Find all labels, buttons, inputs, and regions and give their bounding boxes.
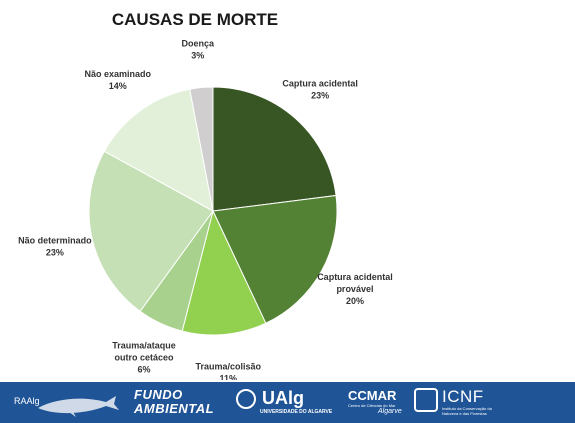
ccmar-logo-text: CCMAR	[348, 388, 397, 403]
slice-label-nao-determinado: Não determinado 23%	[18, 235, 92, 257]
ualg-logo-subtitle: UNIVERSIDADE DO ALGARVE	[260, 409, 333, 415]
slice-trauma-colisao	[181, 209, 267, 336]
whale-icon	[38, 396, 119, 417]
slice-nao-determinado	[88, 150, 214, 313]
raalg-logo-text: RAAlg	[14, 396, 40, 406]
ccmar-logo: CCMAR Centro de Ciências do Mar Algarve	[344, 382, 406, 423]
ualg-logo: UAlg UNIVERSIDADE DO ALGARVE	[234, 382, 334, 423]
ualg-emblem-icon	[236, 389, 256, 409]
fundo-logo-line1: FUNDO	[134, 387, 183, 402]
slice-label-trauma-colisao: Trauma/colisão 11%	[195, 361, 261, 380]
ualg-logo-text: UAlg	[262, 388, 304, 408]
ccmar-logo-region: Algarve	[378, 408, 402, 415]
slice-label-trauma-ataque-outro-cetaceo: Trauma/ataque outro cetáceo 6%	[112, 341, 176, 375]
fundo-ambiental-logo: FUNDO AMBIENTAL	[130, 382, 220, 423]
raalg-logo: RAAlg	[10, 382, 120, 423]
slice-nao-examinado	[103, 88, 214, 212]
slice-doenca	[189, 86, 214, 212]
slice-captura-acidental-provavel	[212, 194, 338, 324]
icnf-logo-text: ICNF	[442, 387, 484, 406]
ccmar-logo-subtitle: Centro de Ciências do Mar	[348, 403, 396, 408]
pie-slices	[88, 86, 338, 336]
slice-label-captura-acidental-provavel: Captura acidental provável 20%	[317, 272, 393, 306]
icnf-logo-subtitle: Instituto da Conservação da Natureza e d…	[442, 406, 492, 416]
slice-label-nao-examinado: Não examinado 14%	[85, 69, 152, 91]
pie-chart: Captura acidental 23% Captura acidental pro…	[18, 39, 393, 380]
icnf-emblem-icon	[414, 388, 438, 412]
slice-label-doenca: Doença 3%	[181, 39, 215, 61]
footer-banner: RAAlg FUNDO AMBIENTAL UAlg UNIVERSIDADE …	[0, 382, 575, 423]
pie-labels: Captura acidental 23% Captura acidental pro…	[18, 39, 393, 380]
chart-title: CAUSAS DE MORTE	[111, 10, 279, 29]
fundo-logo-line2: AMBIENTAL	[134, 401, 215, 416]
slice-label-captura-acidental: Captura acidental 23%	[282, 78, 358, 100]
slice-captura-acidental	[212, 86, 337, 212]
icnf-logo: ICNF Instituto da Conservação da Naturez…	[414, 382, 494, 423]
